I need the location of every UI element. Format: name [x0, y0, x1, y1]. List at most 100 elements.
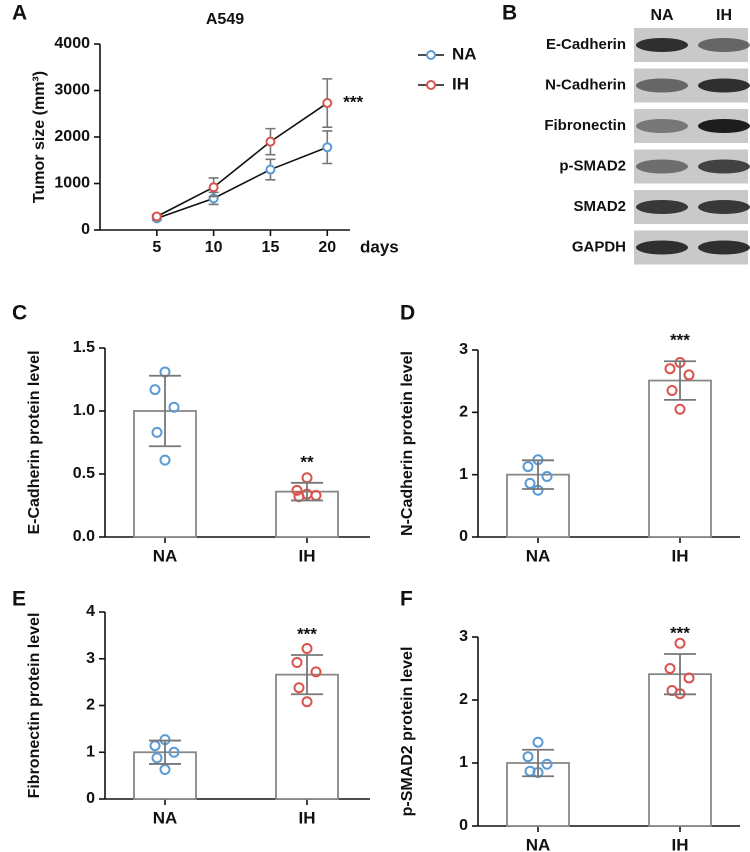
y-tick-label: 1.0: [73, 402, 95, 419]
y-axis-label: Tumor size (mm³): [31, 71, 48, 203]
panel-label: A: [12, 2, 27, 25]
data-point: [151, 426, 163, 438]
x-tick-label: 5: [152, 239, 161, 256]
data-point: [674, 637, 686, 649]
data-point: [301, 696, 313, 708]
error-bar: [291, 654, 323, 696]
blot-row-label: p-SMAD2: [559, 157, 626, 174]
x-axis-label: days: [360, 237, 399, 256]
annotation: ***: [670, 331, 690, 350]
marker: [322, 142, 333, 153]
data-point: [666, 385, 678, 397]
data-point: [301, 642, 313, 654]
y-axis-label: p-SMAD2 protein level: [399, 647, 416, 817]
data-point: [532, 736, 544, 748]
blot-band: [698, 240, 750, 255]
y-tick-label: 1: [459, 466, 468, 483]
y-tick-label: 2: [459, 404, 468, 421]
blot-row-label: Fibronectin: [544, 117, 626, 134]
data-point: [159, 454, 171, 466]
blot-band: [636, 240, 688, 255]
legend-label: IH: [452, 74, 469, 93]
data-point: [291, 484, 303, 496]
blot-column-label: NA: [650, 7, 674, 24]
data-point: [674, 403, 686, 415]
y-axis-label: E-Cadherin protein level: [26, 350, 43, 534]
blot-band: [698, 200, 750, 214]
y-tick-label: 3: [86, 650, 95, 667]
blot-row-label: E-Cadherin: [546, 36, 626, 53]
blot-band: [698, 78, 750, 93]
blot-row-label: N-Cadherin: [545, 76, 626, 93]
panel-label: B: [502, 2, 517, 25]
data-point: [524, 477, 536, 489]
y-tick-label: 3: [459, 628, 468, 645]
x-tick-label: IH: [299, 808, 316, 827]
marker: [265, 136, 276, 147]
data-point: [168, 746, 180, 758]
panel-label: C: [12, 302, 27, 325]
x-tick-label: 10: [205, 239, 223, 256]
y-tick-label: 2: [86, 697, 95, 714]
y-tick-label: 0.0: [73, 528, 95, 545]
data-point: [310, 666, 322, 678]
annotation: ***: [343, 93, 363, 112]
y-axis-label: N-Cadherin protein level: [399, 351, 416, 536]
x-tick-label: 20: [318, 239, 336, 256]
annotation: **: [300, 452, 314, 471]
blot-row-label: SMAD2: [573, 198, 626, 215]
blot-band: [636, 200, 688, 214]
x-tick-label: NA: [153, 546, 178, 565]
y-tick-label: 0: [459, 817, 468, 834]
y-tick-label: 4: [86, 603, 95, 620]
data-point: [151, 752, 163, 764]
blot-column-label: IH: [716, 7, 732, 24]
error-bar: [149, 739, 181, 765]
y-tick-label: 0: [459, 528, 468, 545]
series-line: [156, 146, 328, 220]
data-point: [293, 682, 305, 694]
marker: [151, 211, 162, 222]
x-tick-label: NA: [526, 546, 551, 565]
error-bar: [664, 360, 696, 401]
data-point: [291, 656, 303, 668]
x-tick-label: NA: [526, 835, 551, 852]
legend-marker: [426, 50, 436, 60]
blot-band: [698, 159, 750, 174]
blot-band: [636, 78, 688, 93]
marker: [208, 182, 219, 193]
marker: [265, 164, 276, 175]
data-point: [522, 751, 534, 763]
y-tick-label: 1.5: [73, 339, 95, 356]
y-tick-label: 4000: [54, 35, 90, 52]
y-tick-label: 1: [459, 754, 468, 771]
blot-band: [636, 119, 688, 133]
annotation: ***: [297, 624, 317, 643]
error-bar: [664, 653, 696, 696]
data-point: [522, 461, 534, 473]
annotation: ***: [670, 623, 690, 642]
series-line: [156, 102, 328, 218]
y-tick-label: 2: [459, 691, 468, 708]
chart-title: A549: [206, 11, 244, 28]
x-tick-label: IH: [672, 546, 689, 565]
panel-label: E: [12, 588, 26, 611]
data-point: [664, 663, 676, 674]
y-tick-label: 1: [86, 743, 95, 760]
blot-band: [698, 38, 750, 52]
panel-label: D: [400, 302, 415, 325]
data-point: [301, 472, 313, 484]
data-point: [683, 369, 695, 381]
y-tick-label: 0.5: [73, 465, 95, 482]
x-tick-label: 15: [262, 239, 280, 256]
error-bar: [149, 374, 181, 448]
data-point: [149, 384, 161, 396]
blot-band: [636, 159, 688, 174]
marker: [322, 98, 333, 109]
data-point: [683, 672, 695, 684]
y-tick-label: 0: [86, 790, 95, 807]
blot-row-label: GAPDH: [572, 238, 626, 255]
y-tick-label: 3000: [54, 82, 90, 99]
